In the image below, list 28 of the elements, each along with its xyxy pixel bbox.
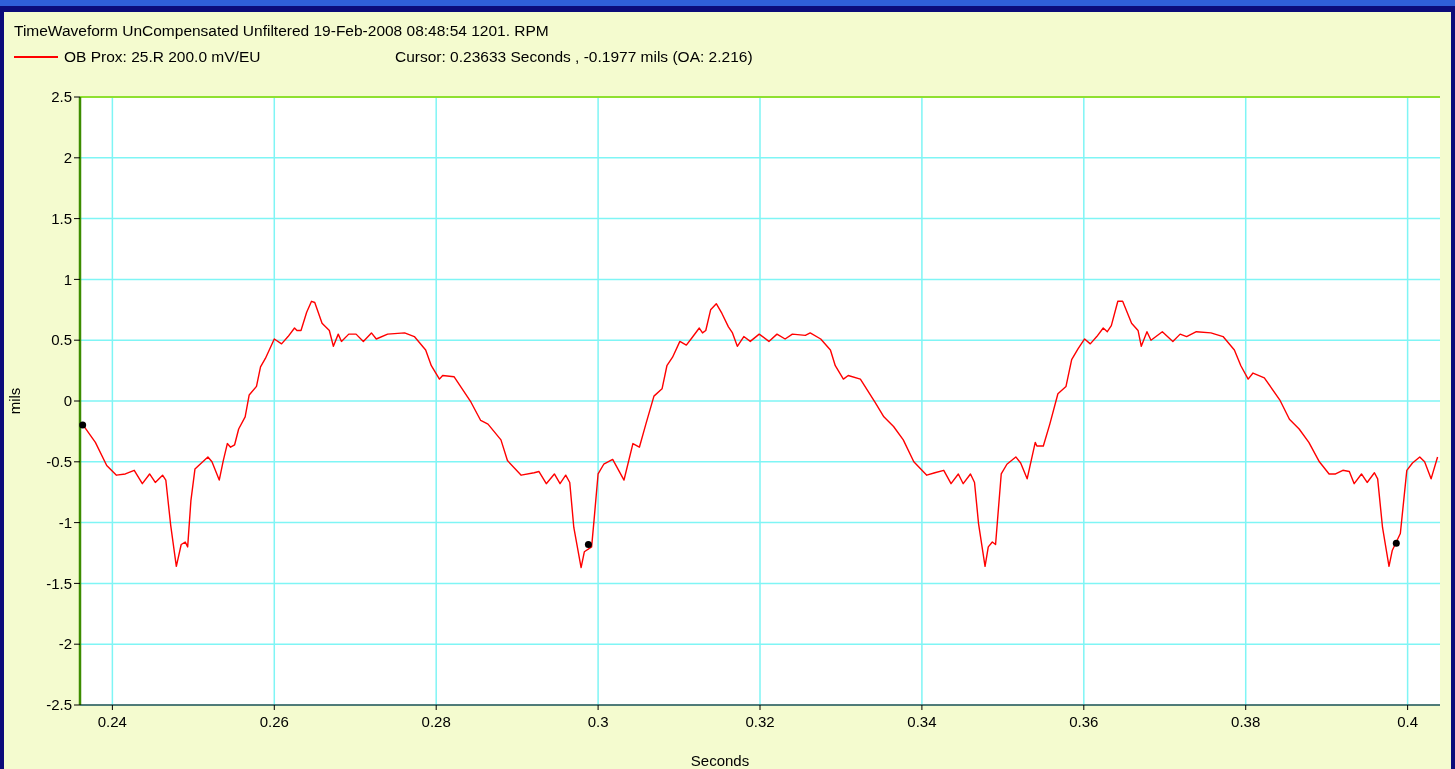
- chart-title: TimeWaveform UnCompensated Unfiltered 19-Feb-2008 08:48:54 1201. RPM: [14, 22, 549, 39]
- x-tick-label: 0.26: [259, 713, 289, 730]
- x-tick-label: 0.36: [1069, 713, 1099, 730]
- x-tick-label: 0.34: [907, 713, 937, 730]
- y-tick-label: -1.5: [46, 574, 72, 592]
- y-tick-label: -2: [58, 635, 72, 653]
- point: [1392, 539, 1400, 547]
- y-tick-label: 2: [63, 149, 72, 167]
- text: Cursor: 0.23633 Seconds , -0.1977 mils (OA: 2.216): [395, 48, 753, 65]
- y-axis-title: mils: [6, 387, 23, 415]
- point: [79, 421, 87, 429]
- x-axis-title: Seconds: [690, 752, 750, 769]
- y-tick-label: 2.5: [51, 88, 72, 106]
- y-tick-label: 1.5: [51, 209, 72, 227]
- y-tick-label: -2.5: [46, 696, 72, 714]
- y-tick-label: 0.5: [51, 331, 72, 349]
- x-tick-label: 0.24: [97, 713, 127, 730]
- x-tick-label: 0.32: [745, 713, 775, 730]
- y-tick-label: -0.5: [46, 453, 72, 471]
- y-tick-label: 1: [63, 270, 72, 288]
- y-tick-label: 0: [63, 392, 72, 410]
- x-tick-label: 0.38: [1231, 713, 1261, 730]
- x-tick-label: 0.4: [1397, 713, 1419, 730]
- x-tick-label: 0.28: [421, 713, 451, 730]
- point: [584, 540, 592, 548]
- x-tick-label: 0.3: [587, 713, 609, 730]
- legend-label: OB Prox: 25.R 200.0 mV/EU: [64, 48, 261, 65]
- y-tick-label: -1: [58, 513, 72, 531]
